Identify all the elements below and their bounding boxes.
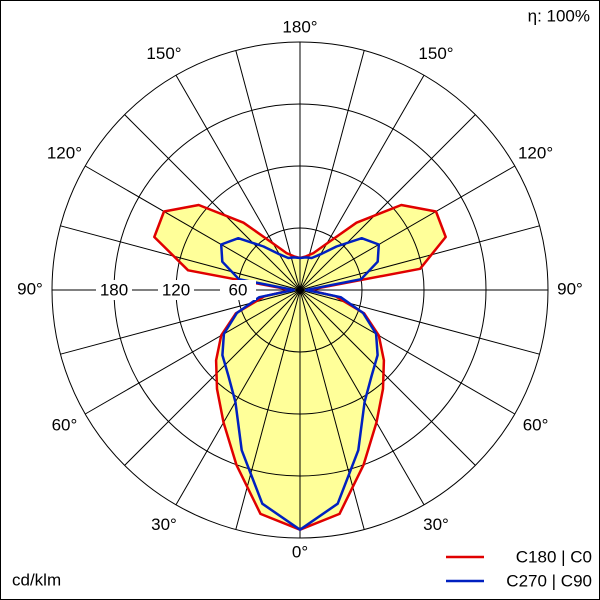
angle-tick-label: 90° <box>17 279 43 298</box>
angle-tick-label: 30° <box>151 515 177 534</box>
unit-label: cd/klm <box>12 570 61 589</box>
angle-tick-label: 30° <box>423 515 449 534</box>
line-layer <box>153 203 447 531</box>
r-label-bg <box>158 280 194 300</box>
label-layer: 60 120 180 0° 30° 60° 90° 120° 150° 180° 30° 60° 90°… <box>17 17 592 590</box>
r-tick-label: 120 <box>162 280 190 299</box>
angle-tick-label: 120° <box>47 143 82 162</box>
series-line <box>219 236 381 531</box>
angle-tick-label: 180° <box>282 17 317 36</box>
outer-ring <box>51 41 549 539</box>
angle-tick-label: 90° <box>557 279 583 298</box>
grid-layer <box>51 41 549 539</box>
legend-label: C270 | C90 <box>506 571 592 590</box>
angle-tick-label: 60° <box>52 415 78 434</box>
angle-tick-label: 120° <box>518 143 553 162</box>
legend-label: C180 | C0 <box>516 547 592 566</box>
r-tick-label: 60 <box>229 280 248 299</box>
efficiency-label: η: 100% <box>528 6 590 25</box>
angle-tick-label: 150° <box>146 44 181 63</box>
angle-tick-label: 60° <box>523 415 549 434</box>
angle-tick-label: 150° <box>418 44 453 63</box>
r-label-bg <box>96 280 132 300</box>
r-label-bg <box>220 280 256 300</box>
r-tick-label: 180 <box>100 280 128 299</box>
angle-tick-label: 0° <box>292 542 308 561</box>
